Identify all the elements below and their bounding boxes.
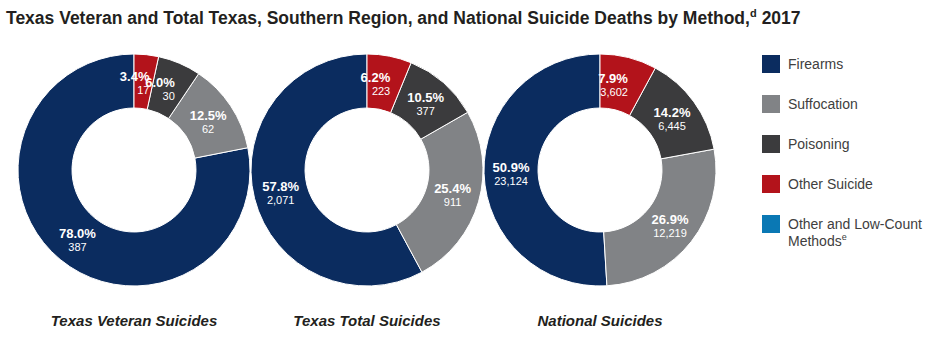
value-label: 6.2% (361, 70, 391, 85)
legend-footnote: e (842, 232, 847, 242)
count-label: 6,445 (658, 120, 686, 132)
value-label: 6.0% (145, 75, 175, 90)
legend: Firearms Suffocation Poisoning Other Suicid… (762, 55, 922, 249)
count-label: 12,219 (653, 227, 687, 239)
count-label: 387 (68, 241, 86, 253)
value-label: 3.4% (120, 69, 150, 84)
value-label: 50.9% (493, 160, 530, 175)
title-footnote: d (750, 7, 757, 19)
value-label: 25.4% (434, 181, 471, 196)
legend-line: Firearms (788, 56, 843, 72)
legend-label: Poisoning (788, 136, 850, 152)
count-label: 2,071 (267, 194, 295, 206)
legend-swatch (762, 135, 780, 153)
series-name: National Suicides (537, 312, 662, 329)
donut: 57.8%2,071 25.4%911 10.5%377 6.2%223 (251, 54, 483, 286)
value-label: 10.5% (407, 90, 444, 105)
value-label: 78.0% (59, 226, 96, 241)
legend-swatch (762, 55, 780, 73)
legend-item: Other and Low-CountMethodse (762, 215, 922, 249)
value-label: 14.2% (654, 105, 691, 120)
title: Texas Veteran and Total Texas, Southern … (6, 7, 801, 28)
count-label: 3,602 (600, 86, 628, 98)
legend-line: Poisoning (788, 136, 850, 152)
legend-swatch (762, 95, 780, 113)
slice (396, 112, 483, 272)
value-label: 12.5% (190, 108, 227, 123)
legend-label: Firearms (788, 56, 843, 72)
legend-line: Other Suicide (788, 176, 873, 192)
count-label: 62 (202, 123, 214, 135)
title-text: Texas Veteran and Total Texas, Southern … (6, 8, 750, 28)
count-label: 17 (137, 84, 149, 96)
slice (600, 54, 655, 115)
legend-swatch (762, 215, 780, 233)
series-name: Texas Total Suicides (293, 312, 440, 329)
data-labels: 78.0%387 12.5%62 6.0%30 3.4%17 (59, 69, 227, 253)
data-labels: 50.9%23,124 26.9%12,219 14.2%6,445 7.9%3,60… (493, 71, 691, 239)
series-name: Texas Veteran Suicides (51, 312, 217, 329)
slices (18, 54, 250, 286)
legend-item: Firearms (762, 55, 843, 73)
count-label: 30 (163, 90, 175, 102)
title-year: 2017 (762, 8, 801, 28)
chart: Texas Veteran and Total Texas, Southern … (0, 0, 936, 342)
legend-item: Other Suicide (762, 175, 873, 193)
slice (251, 54, 422, 286)
legend-item: Poisoning (762, 135, 850, 153)
count-label: 23,124 (494, 175, 528, 187)
legend-label: Other and Low-CountMethodse (788, 216, 922, 249)
legend-label: Suffocation (788, 96, 858, 112)
slice (484, 54, 607, 286)
slices (251, 54, 483, 286)
donut: 50.9%23,124 26.9%12,219 14.2%6,445 7.9%3,60… (484, 54, 716, 286)
legend-line: Methods (788, 233, 842, 249)
slice (18, 54, 250, 286)
value-label: 57.8% (262, 179, 299, 194)
slices (484, 54, 716, 286)
value-label: 26.9% (652, 212, 689, 227)
legend-line: Other and Low-Count (788, 216, 922, 232)
count-label: 377 (417, 105, 435, 117)
legend-swatch (762, 175, 780, 193)
data-labels: 57.8%2,071 25.4%911 10.5%377 6.2%223 (262, 70, 471, 209)
slice (604, 149, 716, 286)
donut: 78.0%387 12.5%62 6.0%30 3.4%17 (18, 54, 250, 286)
count-label: 911 (444, 196, 462, 208)
count-label: 223 (372, 85, 390, 97)
value-label: 7.9% (598, 71, 628, 86)
legend-item: Suffocation (762, 95, 858, 113)
legend-line: Suffocation (788, 96, 858, 112)
legend-label: Other Suicide (788, 176, 873, 192)
